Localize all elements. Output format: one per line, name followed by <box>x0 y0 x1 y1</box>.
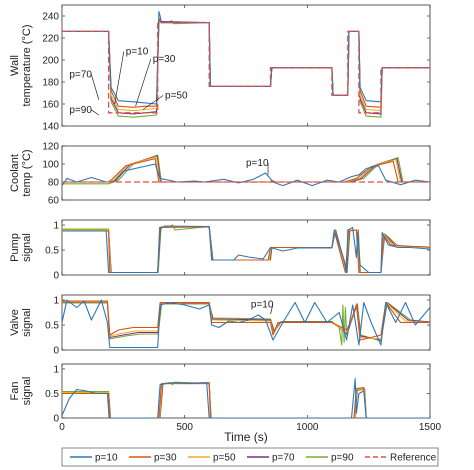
series-line-p10 <box>62 378 430 418</box>
annotation-label: p=10 <box>246 158 269 169</box>
y-tick-label: 180 <box>42 78 59 89</box>
series-line-p30 <box>62 300 430 341</box>
series-line-p10 <box>62 11 430 105</box>
y-tick-label: 0.5 <box>45 389 59 400</box>
series-lines <box>62 154 430 187</box>
y-tick-label: 240 <box>42 12 59 23</box>
annotation-arrow <box>91 74 100 100</box>
y-axis-label-line: temp (°C) <box>21 149 33 196</box>
legend-label: p=10 <box>95 453 118 464</box>
annotation-arrow <box>135 59 152 107</box>
series-lines <box>62 224 430 274</box>
x-axis-label: Time (s) <box>224 430 268 444</box>
annotation-arrow <box>114 51 125 105</box>
y-tick-label: 0.5 <box>45 321 59 332</box>
x-tick-label: 0 <box>59 422 65 433</box>
series-lines <box>62 378 430 418</box>
y-tick-label: 0.5 <box>45 246 59 257</box>
legend-label: p=50 <box>213 453 236 464</box>
annotation-label: p=10 <box>251 300 274 311</box>
x-axis: Time (s) <box>224 430 268 444</box>
panel-valve: 0 0.5 1 Valvesignal p=10 <box>9 294 431 357</box>
panel-fan: 0 0.5 1 0 500 1000 1500 Fansignal <box>9 363 442 433</box>
annotation-arrow <box>91 109 100 116</box>
y-tick-label: 0 <box>53 271 59 282</box>
series-line-p10 <box>62 225 430 274</box>
y-axis-label-line: Valve <box>9 309 21 336</box>
plot-frame <box>61 363 431 419</box>
y-tick-label: 1 <box>53 364 59 375</box>
annotation-label: p=30 <box>153 54 176 65</box>
y-tick-label: 100 <box>42 160 59 171</box>
y-axis-label-line: signal <box>21 308 33 337</box>
y-axis-label-line: temperature (°C) <box>21 24 33 106</box>
legend-label: p=90 <box>331 453 354 464</box>
y-tick-label: 220 <box>42 34 59 45</box>
y-axis-label: Fansignal <box>9 377 33 406</box>
legend-label: Reference <box>390 453 437 464</box>
y-axis-label-line: signal <box>21 233 33 262</box>
panel-coolant: 60 80 100 120 Coolanttemp (°C) p=10 <box>9 142 431 207</box>
legend-label: p=30 <box>154 453 177 464</box>
y-axis-label-line: Coolant <box>9 154 21 192</box>
y-tick-label: 140 <box>42 122 59 133</box>
annotation-label: p=10 <box>126 47 149 58</box>
y-tick-label: 0 <box>53 346 59 357</box>
y-axis-label: Coolanttemp (°C) <box>9 149 33 196</box>
y-tick-label: 1 <box>53 296 59 307</box>
y-tick-label: 160 <box>42 100 59 111</box>
y-axis-label: Valvesignal <box>9 308 33 337</box>
series-line-p90 <box>62 381 430 418</box>
series-lines <box>62 299 430 349</box>
y-tick-label: 0 <box>53 414 59 425</box>
annotation-arrow <box>270 304 274 315</box>
plot-frame <box>61 219 431 276</box>
y-tick-label: 120 <box>42 142 59 153</box>
panel-wall: 140 160 180 200 220 240 Walltemperature (°C) p=… <box>9 4 431 133</box>
panel-pump: 0 0.5 1 Pumpsignal <box>9 219 431 282</box>
y-axis-label-line: Pump <box>9 233 21 262</box>
y-tick-label: 200 <box>42 56 59 67</box>
y-axis-label: Pumpsignal <box>9 233 33 262</box>
legend: p=10 p=30 p=50 p=70 p=90 Reference <box>61 447 439 467</box>
y-tick-label: 80 <box>48 178 60 189</box>
y-tick-label: 60 <box>48 196 60 207</box>
annotation-arrow <box>142 95 164 110</box>
series-line-p10 <box>62 299 430 349</box>
x-tick-label: 500 <box>176 422 193 433</box>
series-lines <box>62 11 430 118</box>
annotation-label: p=90 <box>69 105 92 116</box>
annotation-label: p=50 <box>165 91 188 102</box>
x-tick-label: 1500 <box>419 422 442 433</box>
plot-frame <box>61 145 431 201</box>
y-axis-label: Walltemperature (°C) <box>9 24 33 106</box>
y-tick-label: 1 <box>53 221 59 232</box>
legend-label: p=70 <box>272 453 295 464</box>
y-axis-label-line: signal <box>21 377 33 406</box>
y-axis-label-line: Wall <box>9 55 21 76</box>
annotation-label: p=70 <box>69 70 92 81</box>
x-tick-label: 1000 <box>296 422 319 433</box>
y-axis-label-line: Fan <box>9 382 21 401</box>
